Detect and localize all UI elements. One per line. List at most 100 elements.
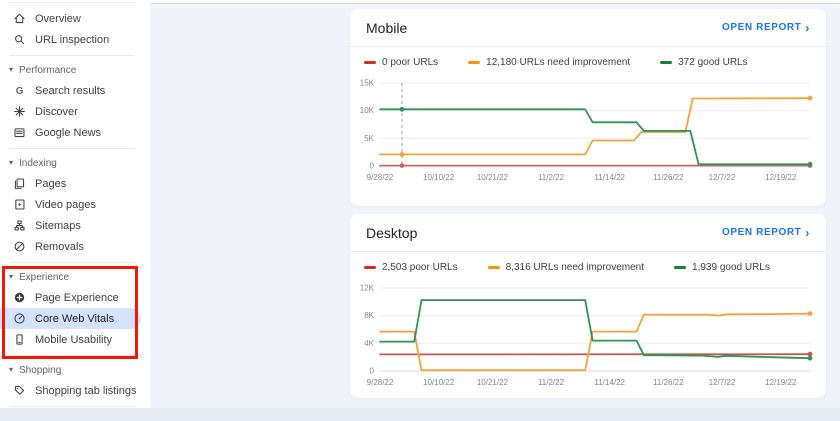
legend-label: 8,316 URLs need improvement <box>505 262 645 273</box>
svg-text:5K: 5K <box>364 134 374 143</box>
sidebar-divider <box>10 262 135 263</box>
svg-text:9/28/22: 9/28/22 <box>367 378 394 387</box>
sidebar-section-indexing[interactable]: ▾ Indexing <box>0 153 150 173</box>
sidebar-item-label: Search results <box>35 84 106 97</box>
sidebar-section-label: Performance <box>19 64 77 76</box>
sidebar-item-pages[interactable]: Pages <box>0 173 150 194</box>
mobile-card-header: Mobile OPEN REPORT › <box>350 9 826 47</box>
sidebar-item-label: Removals <box>35 240 84 253</box>
chevron-down-icon: ▾ <box>9 365 14 374</box>
chevron-down-icon: ▾ <box>9 158 14 167</box>
svg-text:15K: 15K <box>360 79 375 88</box>
legend-dash-icon <box>468 61 481 64</box>
mobile-card-title: Mobile <box>366 19 408 36</box>
chevron-down-icon: ▾ <box>9 65 14 74</box>
svg-text:12/19/22: 12/19/22 <box>765 378 797 387</box>
sidebar-item-core-web-vitals[interactable]: Core Web Vitals <box>0 308 141 329</box>
legend-dash-icon <box>364 266 376 269</box>
svg-text:G: G <box>15 86 23 97</box>
sidebar-item-label: Core Web Vitals <box>35 312 115 325</box>
legend-item: 1,939 good URLs <box>674 262 770 273</box>
sidebar-item-shopping-tab-listings[interactable]: Shopping tab listings <box>0 380 150 401</box>
discover-sparkle-icon <box>12 105 26 119</box>
sidebar-item-label: Overview <box>35 12 81 25</box>
open-report-label: OPEN REPORT <box>722 22 802 33</box>
legend-label: 372 good URLs <box>678 57 748 68</box>
phone-icon <box>12 333 26 347</box>
legend-item: 372 good URLs <box>660 57 748 68</box>
legend-label: 1,939 good URLs <box>692 262 770 273</box>
svg-text:10/21/22: 10/21/22 <box>477 378 509 387</box>
sidebar-item-discover[interactable]: Discover <box>0 101 150 122</box>
sidebar-section-label: Experience <box>19 271 70 283</box>
sidebar-section-label: Indexing <box>19 157 57 169</box>
desktop-card-header: Desktop OPEN REPORT › <box>350 214 826 252</box>
sidebar-nav: Overview URL inspection ▾ Performance G Searc… <box>0 8 150 407</box>
sidebar-section-experience[interactable]: ▾ Experience <box>0 267 150 287</box>
legend-item: 8,316 URLs need improvement <box>487 262 645 273</box>
video-pages-icon <box>12 198 26 212</box>
legend-label: 0 poor URLs <box>382 57 439 68</box>
legend-dash-icon <box>660 61 673 64</box>
svg-text:10/10/22: 10/10/22 <box>423 378 455 387</box>
mobile-open-report-link[interactable]: OPEN REPORT › <box>722 22 810 34</box>
sidebar-section-performance[interactable]: ▾ Performance <box>0 60 150 80</box>
news-icon <box>12 126 26 140</box>
sidebar: Overview URL inspection ▾ Performance G Searc… <box>0 0 150 408</box>
sidebar-item-search-results[interactable]: G Search results <box>0 80 150 101</box>
home-icon <box>12 12 26 26</box>
bottom-band <box>0 408 840 421</box>
sidebar-divider <box>10 355 135 356</box>
sidebar-item-label: Mobile Usability <box>35 333 113 346</box>
legend-label: 2,503 poor URLs <box>382 262 458 273</box>
sidebar-top-divider <box>10 2 135 3</box>
svg-text:10K: 10K <box>360 106 375 115</box>
svg-text:12/7/22: 12/7/22 <box>709 378 736 387</box>
removals-icon <box>12 240 26 254</box>
svg-text:0: 0 <box>370 367 375 376</box>
mobile-legend: 0 poor URLs 12,180 URLs need improvement 3… <box>350 47 826 68</box>
legend-item: 2,503 poor URLs <box>364 262 458 273</box>
svg-text:12K: 12K <box>360 284 375 293</box>
google-g-icon: G <box>12 84 26 98</box>
legend-dash-icon <box>487 266 500 269</box>
sidebar-item-label: Pages <box>35 177 67 190</box>
sidebar-item-overview[interactable]: Overview <box>0 8 150 29</box>
svg-text:11/2/22: 11/2/22 <box>538 173 565 182</box>
mobile-card: Mobile OPEN REPORT › 0 poor URLs 12,180 U… <box>350 9 826 206</box>
desktop-line-chart: 0 4K 8K 12K 9/28/22 10/10/22 10/21/22 11/2/22 11… <box>360 284 813 387</box>
svg-text:8K: 8K <box>364 311 374 320</box>
svg-text:11/14/22: 11/14/22 <box>594 173 625 182</box>
desktop-legend: 2,503 poor URLs 8,316 URLs need improveme… <box>350 252 826 273</box>
svg-text:11/14/22: 11/14/22 <box>594 378 625 387</box>
open-report-label: OPEN REPORT <box>722 227 802 238</box>
sidebar-divider <box>10 148 135 149</box>
sidebar-item-mobile-usability[interactable]: Mobile Usability <box>0 329 150 350</box>
page-experience-icon <box>12 291 26 305</box>
sidebar-item-removals[interactable]: Removals <box>0 236 150 257</box>
sidebar-item-sitemaps[interactable]: Sitemaps <box>0 215 150 236</box>
sidebar-item-label: Shopping tab listings <box>35 384 137 397</box>
chevron-right-icon: › <box>805 20 810 35</box>
sidebar-divider <box>10 55 135 56</box>
sidebar-item-label: URL inspection <box>35 33 110 46</box>
sidebar-item-video-pages[interactable]: Video pages <box>0 194 150 215</box>
desktop-open-report-link[interactable]: OPEN REPORT › <box>722 227 810 239</box>
legend-dash-icon <box>364 61 376 64</box>
sidebar-section-label: Shopping <box>19 364 62 376</box>
sidebar-item-page-experience[interactable]: Page Experience <box>0 287 150 308</box>
sidebar-item-google-news[interactable]: Google News <box>0 122 150 143</box>
chevron-right-icon: › <box>805 225 810 240</box>
legend-dash-icon <box>674 266 687 269</box>
sidebar-section-shopping[interactable]: ▾ Shopping <box>0 360 150 380</box>
sidebar-item-label: Discover <box>35 105 78 118</box>
svg-text:12/19/22: 12/19/22 <box>765 173 797 182</box>
sidebar-item-label: Page Experience <box>35 291 119 304</box>
svg-text:11/26/22: 11/26/22 <box>653 173 684 182</box>
sidebar-item-url-inspection[interactable]: URL inspection <box>0 29 150 50</box>
svg-text:11/2/22: 11/2/22 <box>538 378 565 387</box>
legend-label: 12,180 URLs need improvement <box>486 57 631 68</box>
svg-text:9/28/22: 9/28/22 <box>367 173 394 182</box>
gauge-icon <box>12 312 26 326</box>
